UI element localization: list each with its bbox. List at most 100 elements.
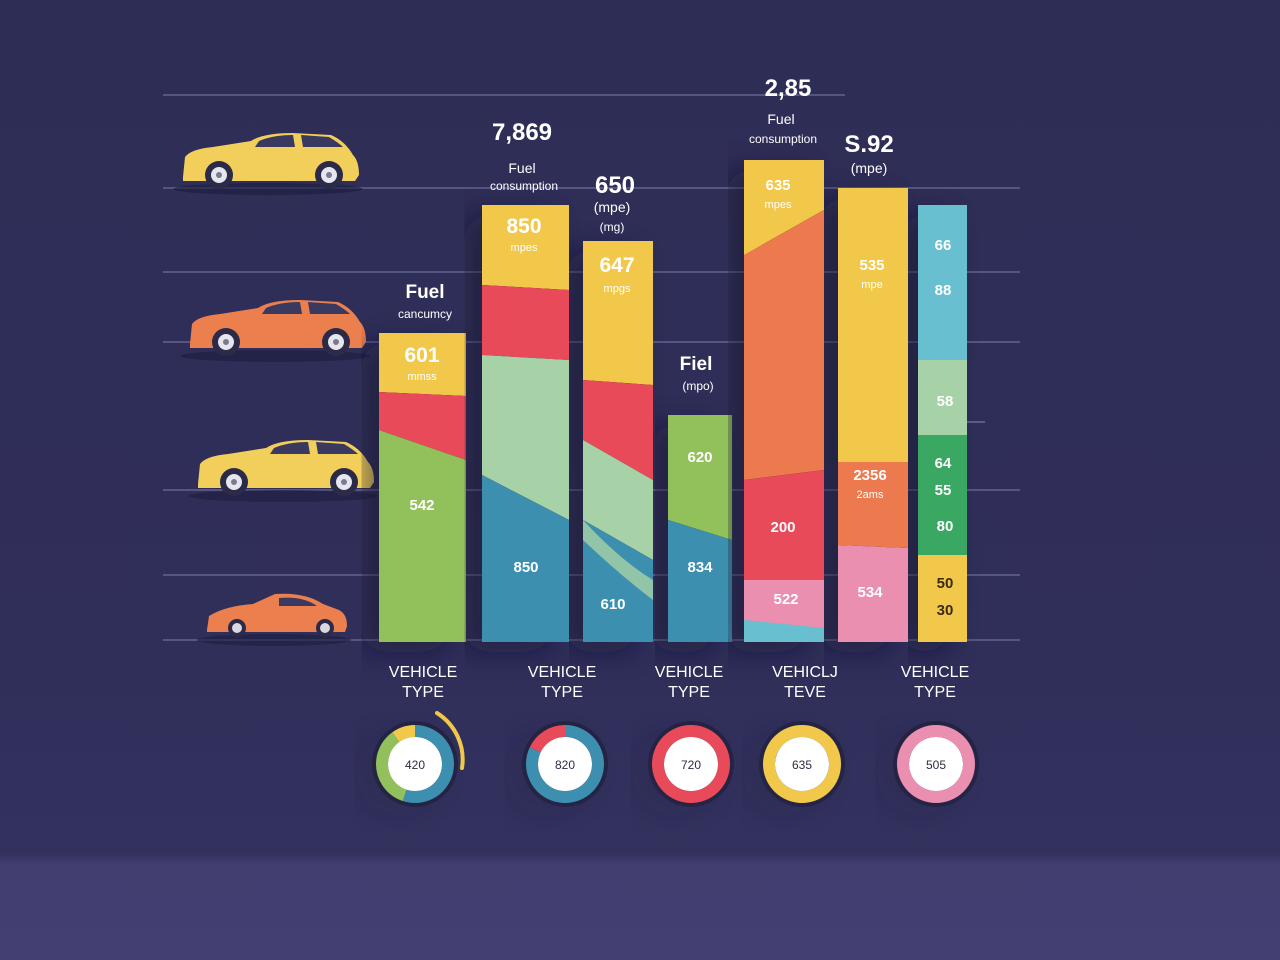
car-window xyxy=(316,442,358,454)
donut-slice xyxy=(376,725,454,803)
cars xyxy=(173,133,378,646)
suv-car-icon xyxy=(180,300,370,362)
segment-value-label: 2356 xyxy=(853,467,886,484)
bar-segment xyxy=(918,235,967,360)
bar-segment xyxy=(918,360,967,435)
bar-top-unit: consumption xyxy=(490,179,558,193)
car-window xyxy=(279,597,317,606)
bar-accent xyxy=(744,620,824,642)
donut-center xyxy=(664,737,718,791)
sedan-car-icon xyxy=(196,593,352,646)
bar-segment xyxy=(744,210,824,480)
segment-value-label: 58 xyxy=(937,393,954,410)
segment-value-label: 542 xyxy=(409,497,434,514)
segment-value-label: 610 xyxy=(600,596,625,613)
bar-segment xyxy=(379,333,466,396)
donut-label: 505 xyxy=(926,758,946,772)
hatchback-car-icon xyxy=(173,133,363,195)
category-label: VEHICLE xyxy=(389,664,457,681)
bar-top-title: Fuel xyxy=(767,111,794,127)
bar-segment xyxy=(668,520,732,642)
donut-label: 635 xyxy=(792,758,812,772)
segment-unit-label: mpgs xyxy=(604,283,631,295)
bar-segment xyxy=(583,241,653,385)
category-label: VEHICLE xyxy=(528,664,596,681)
donut-chart: 505 xyxy=(893,721,979,807)
segment-value-label: 850 xyxy=(513,559,538,576)
car-window xyxy=(255,135,295,147)
donut-chart: 820 xyxy=(522,721,608,807)
bars xyxy=(379,160,967,642)
car-hub-center xyxy=(333,339,339,345)
segment-value-label: 620 xyxy=(687,449,712,466)
bar-segment xyxy=(918,470,967,500)
bar-segment xyxy=(918,555,967,590)
donut-label: 420 xyxy=(405,758,425,772)
car-window xyxy=(270,442,310,454)
bar-top-unit: cancumcy xyxy=(398,307,452,321)
bar-2 xyxy=(482,205,569,642)
segment-unit-label: mmss xyxy=(407,371,437,383)
bar-segment xyxy=(918,500,967,555)
bar-segment xyxy=(379,430,466,642)
donut-slice xyxy=(526,725,604,803)
category-label: VEHICLE xyxy=(655,664,723,681)
segment-value-label: 88 xyxy=(935,282,952,299)
segment-value-label: 850 xyxy=(506,215,541,238)
donut-charts: 420 820 720 635 505 xyxy=(372,711,979,807)
car-hub-center xyxy=(341,479,347,485)
car-hub-center xyxy=(231,479,237,485)
segment-value-label: 834 xyxy=(687,559,713,576)
category-label: VEHICLE xyxy=(901,664,969,681)
bar-segment xyxy=(668,415,732,540)
segment-value-label: 30 xyxy=(937,602,954,619)
car-hub-center xyxy=(223,339,229,345)
bar-segment xyxy=(482,285,569,360)
bar-segment xyxy=(379,392,466,460)
donut-accent-arc xyxy=(435,711,465,770)
category-label: TYPE xyxy=(402,684,444,701)
segment-value-label: 66 xyxy=(935,237,952,254)
car-window xyxy=(308,302,350,314)
category-label: TEVE xyxy=(784,684,826,701)
category-label: TYPE xyxy=(541,684,583,701)
bar-total-label: S.92 xyxy=(844,131,893,158)
donut-chart: 420 xyxy=(372,721,458,807)
bar-total-label: 650 xyxy=(595,172,635,199)
bar-segment xyxy=(918,205,967,235)
bar-segment xyxy=(838,188,908,462)
donut-center xyxy=(909,737,963,791)
segment-value-label: 601 xyxy=(404,344,439,367)
bar-top-title: Fuel xyxy=(508,160,535,176)
car-window xyxy=(262,302,302,314)
bar-top-title: Fuel xyxy=(405,282,444,303)
bar-segment xyxy=(918,435,967,470)
segment-value-label: 534 xyxy=(857,584,883,601)
bar-top-title: (mpe) xyxy=(594,199,631,215)
segment-value-label: 535 xyxy=(859,257,884,274)
car-window xyxy=(301,135,343,147)
car-shadow xyxy=(196,634,352,646)
segment-value-label: 64 xyxy=(935,455,952,472)
bar-accent xyxy=(744,160,824,255)
bar-accent xyxy=(583,520,653,600)
donut-slice xyxy=(652,725,730,803)
segment-value-label: 647 xyxy=(599,254,634,277)
car-hub-center xyxy=(216,172,222,178)
donut-center xyxy=(388,737,442,791)
hatchback-car-icon xyxy=(188,440,378,502)
segment-value-label: 522 xyxy=(773,591,798,608)
bar-6 xyxy=(838,188,908,642)
bar-accent xyxy=(583,540,653,642)
bar-1 xyxy=(379,333,466,642)
bar-segment xyxy=(744,470,824,580)
bar-top-unit: (mg) xyxy=(600,220,625,234)
bar-segment xyxy=(838,545,908,642)
bar-top-unit: (mpo) xyxy=(682,379,713,393)
bar-4 xyxy=(668,415,732,642)
donut-slice xyxy=(897,725,975,803)
segment-value-label: 635 xyxy=(765,177,790,194)
car-hub-center xyxy=(326,172,332,178)
bar-top-title: Fiel xyxy=(680,354,713,375)
